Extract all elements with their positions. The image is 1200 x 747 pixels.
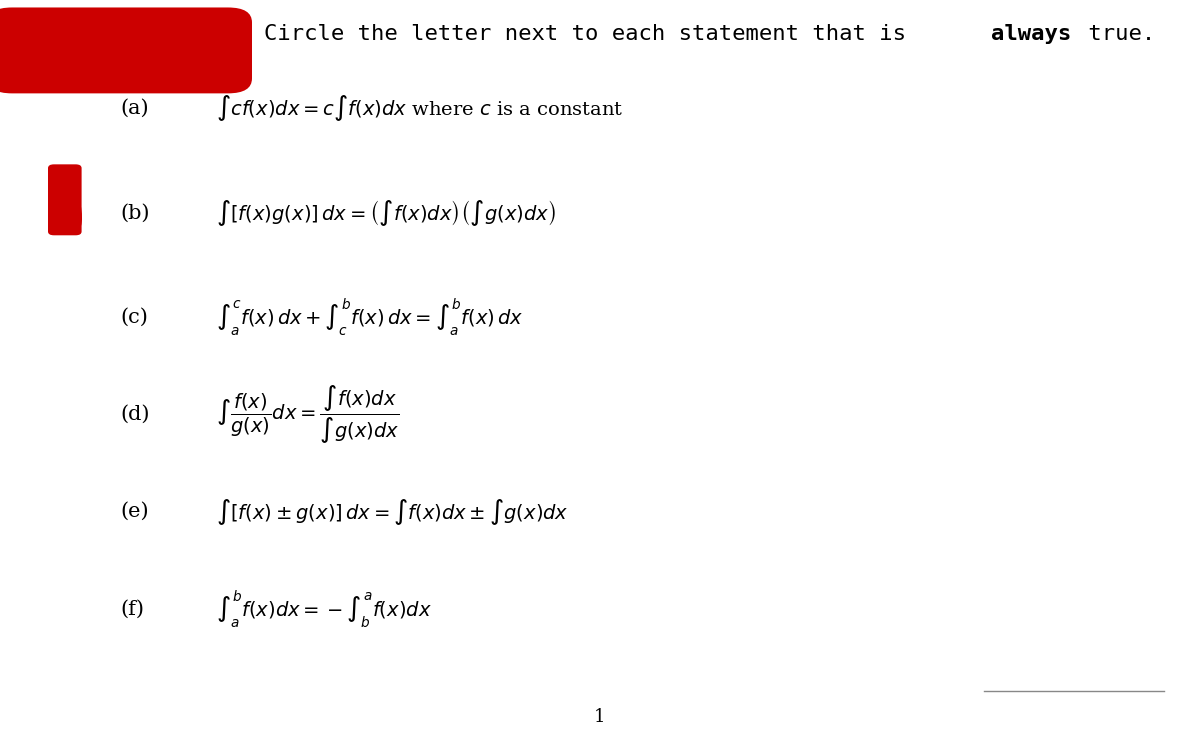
Text: true.: true. <box>1075 24 1156 43</box>
Text: $\int_a^c f(x)\, dx + \int_c^b f(x)\, dx = \int_a^b f(x)\, dx$: $\int_a^c f(x)\, dx + \int_c^b f(x)\, dx… <box>216 297 523 338</box>
Text: $\int [f(x) \pm g(x)]\, dx = \int f(x)dx \pm \int g(x)dx$: $\int [f(x) \pm g(x)]\, dx = \int f(x)dx… <box>216 497 569 527</box>
FancyBboxPatch shape <box>48 164 82 235</box>
Text: (e): (e) <box>120 502 149 521</box>
Text: $\int cf(x)dx = c\int f(x)dx$ where $c$ is a constant: $\int cf(x)dx = c\int f(x)dx$ where $c$ … <box>216 93 623 123</box>
Text: Circle the letter next to each statement that is: Circle the letter next to each statement… <box>264 24 919 43</box>
Text: $\int [f(x)g(x)]\, dx = \left(\int f(x)dx\right) \left(\int g(x)dx\right)$: $\int [f(x)g(x)]\, dx = \left(\int f(x)d… <box>216 198 556 228</box>
Text: $\int_a^b f(x)dx = -\int_b^a f(x)dx$: $\int_a^b f(x)dx = -\int_b^a f(x)dx$ <box>216 588 432 630</box>
Text: (d): (d) <box>120 405 150 424</box>
FancyBboxPatch shape <box>0 7 252 93</box>
Text: always: always <box>991 24 1072 43</box>
Text: $\int \dfrac{f(x)}{g(x)}dx = \dfrac{\int f(x)dx}{\int g(x)dx}$: $\int \dfrac{f(x)}{g(x)}dx = \dfrac{\int… <box>216 383 400 446</box>
Text: (a): (a) <box>120 99 149 118</box>
Text: (c): (c) <box>120 308 148 327</box>
Text: (f): (f) <box>120 599 144 619</box>
Text: 1: 1 <box>594 708 606 726</box>
Ellipse shape <box>0 16 222 81</box>
Text: (b): (b) <box>120 203 150 223</box>
Ellipse shape <box>50 167 82 232</box>
